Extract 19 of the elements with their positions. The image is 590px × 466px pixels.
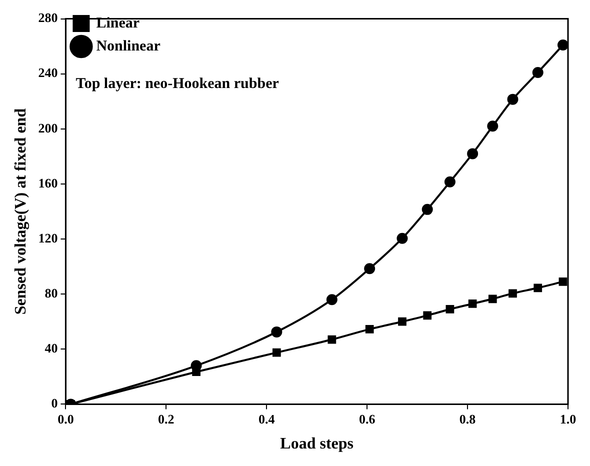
x-tick-label: 0.2: [158, 411, 174, 426]
x-tick-label: 0.6: [358, 411, 376, 426]
y-tick-label: 120: [38, 230, 58, 246]
legend-label: Linear: [96, 15, 140, 32]
x-tick-label: 0.8: [459, 411, 476, 426]
x-axis-title: Load steps: [280, 436, 354, 453]
y-tick-label: 240: [38, 65, 58, 80]
annotation: Top layer: neo-Hookean rubber: [76, 76, 280, 92]
x-tick-label: 0.0: [58, 411, 74, 426]
x-tick-label: 0.4: [258, 411, 276, 426]
y-tick-label: 0: [51, 396, 58, 411]
y-tick-label: 280: [38, 10, 58, 26]
y-axis-title: Sensed voltage(V) at fixed end: [12, 108, 30, 315]
y-tick-label: 80: [44, 285, 58, 300]
y-tick-label: 160: [38, 175, 58, 190]
x-tick-label: 1.0: [560, 411, 576, 426]
legend-label: Nonlinear: [96, 38, 161, 54]
y-tick-label: 40: [44, 340, 58, 356]
y-tick-label: 200: [38, 120, 58, 136]
